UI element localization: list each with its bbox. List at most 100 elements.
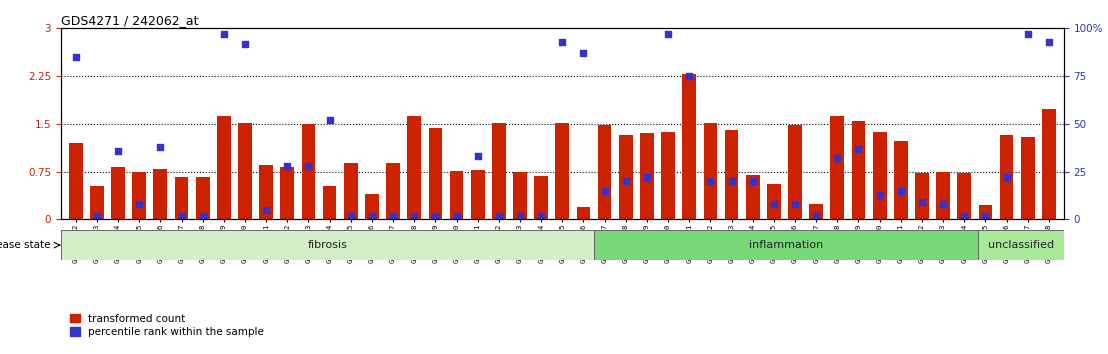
Point — [88, 213, 105, 218]
Point — [892, 188, 910, 194]
Point — [131, 201, 148, 207]
Text: disease state: disease state — [0, 240, 50, 250]
Bar — [640, 133, 654, 219]
Point — [997, 175, 1015, 180]
Point — [257, 207, 275, 213]
Point — [320, 117, 338, 123]
Point — [638, 175, 656, 180]
Bar — [555, 122, 570, 219]
Point — [427, 213, 444, 218]
Bar — [746, 175, 760, 219]
Point — [511, 213, 529, 218]
Point — [66, 54, 84, 60]
Point — [850, 146, 868, 152]
Bar — [196, 177, 209, 219]
Point — [871, 192, 889, 198]
Point — [532, 213, 550, 218]
Bar — [576, 207, 591, 219]
Bar — [873, 132, 886, 219]
Point — [575, 50, 593, 56]
Bar — [978, 230, 1064, 260]
Point — [110, 148, 127, 154]
Bar — [492, 122, 505, 219]
Point — [680, 73, 698, 79]
Bar — [471, 170, 484, 219]
Bar — [661, 132, 675, 219]
Text: fibrosis: fibrosis — [308, 240, 348, 250]
Point — [173, 213, 191, 218]
Bar — [704, 122, 717, 219]
Bar — [894, 141, 907, 219]
Bar — [301, 124, 316, 219]
Bar — [61, 230, 594, 260]
Point — [299, 163, 317, 169]
Bar — [175, 177, 188, 219]
Bar — [365, 194, 379, 219]
Point — [722, 178, 740, 184]
Text: unclassified: unclassified — [988, 240, 1054, 250]
Bar — [238, 122, 252, 219]
Point — [976, 213, 994, 218]
Bar — [852, 121, 865, 219]
Bar — [322, 186, 337, 219]
Point — [617, 178, 635, 184]
Point — [490, 213, 507, 218]
Bar — [259, 165, 273, 219]
Bar — [280, 167, 294, 219]
Point — [469, 154, 486, 159]
Bar — [594, 230, 978, 260]
Point — [808, 213, 825, 218]
Text: GDS4271 / 242062_at: GDS4271 / 242062_at — [61, 14, 198, 27]
Point — [152, 144, 170, 150]
Bar — [619, 135, 633, 219]
Bar — [831, 116, 844, 219]
Point — [194, 213, 212, 218]
Point — [236, 41, 254, 46]
Bar — [387, 164, 400, 219]
Bar — [69, 143, 83, 219]
Bar — [957, 173, 971, 219]
Bar — [534, 176, 548, 219]
Point — [406, 213, 423, 218]
Point — [278, 163, 296, 169]
Bar — [450, 171, 463, 219]
Point — [955, 213, 973, 218]
Point — [448, 213, 465, 218]
Point — [765, 201, 782, 207]
Text: inflammation: inflammation — [749, 240, 823, 250]
Bar — [915, 173, 929, 219]
Point — [342, 213, 360, 218]
Bar — [767, 184, 781, 219]
Legend: transformed count, percentile rank within the sample: transformed count, percentile rank withi… — [66, 309, 268, 341]
Bar — [999, 135, 1014, 219]
Point — [787, 201, 804, 207]
Bar — [217, 116, 230, 219]
Point — [829, 155, 847, 161]
Bar — [513, 172, 527, 219]
Point — [363, 213, 381, 218]
Bar — [111, 167, 125, 219]
Point — [743, 178, 761, 184]
Bar — [1042, 109, 1056, 219]
Point — [913, 199, 931, 205]
Bar — [978, 205, 993, 219]
Point — [384, 213, 402, 218]
Point — [1040, 39, 1058, 45]
Bar — [132, 172, 146, 219]
Point — [934, 201, 952, 207]
Bar — [1020, 137, 1035, 219]
Point — [701, 178, 719, 184]
Bar — [154, 169, 167, 219]
Point — [659, 31, 677, 37]
Bar — [429, 129, 442, 219]
Bar — [809, 204, 823, 219]
Bar — [683, 74, 696, 219]
Bar — [725, 130, 738, 219]
Bar — [788, 125, 802, 219]
Point — [553, 39, 572, 45]
Bar — [90, 186, 104, 219]
Bar — [597, 125, 612, 219]
Point — [215, 31, 233, 37]
Point — [596, 188, 614, 194]
Bar — [343, 164, 358, 219]
